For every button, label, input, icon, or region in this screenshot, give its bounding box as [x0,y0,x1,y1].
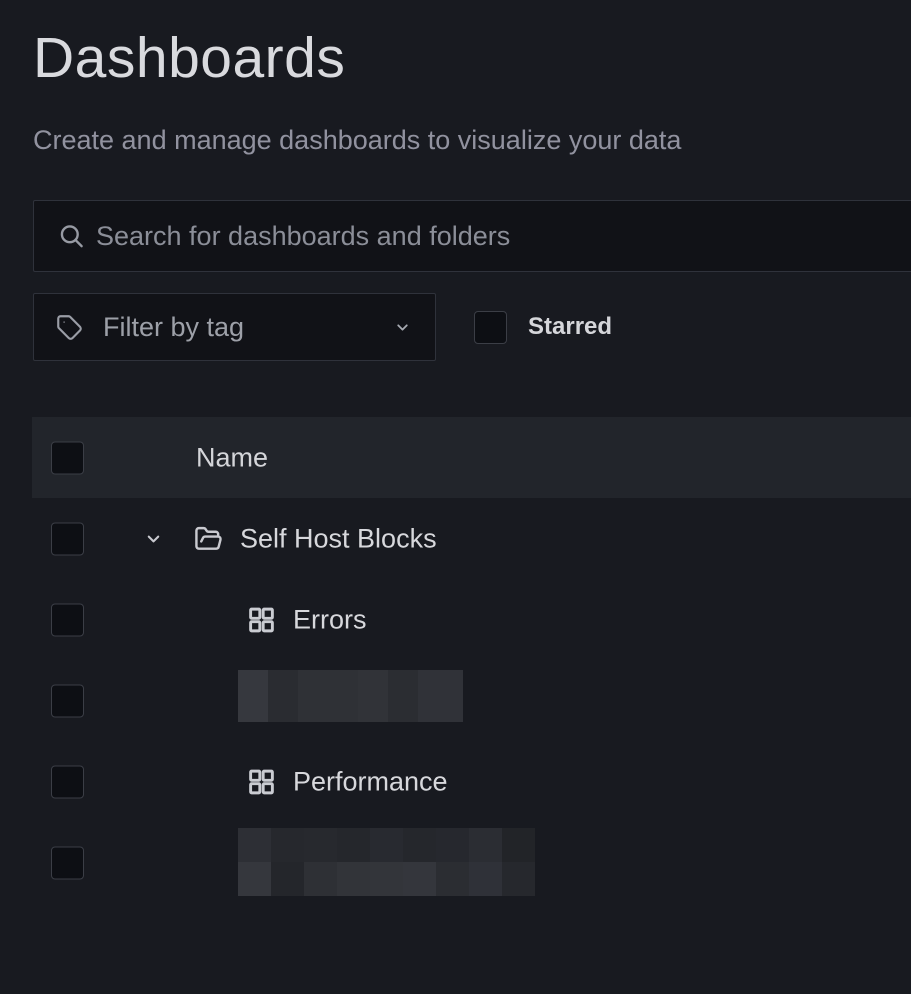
redacted-dashboard-name [238,828,535,896]
select-all-checkbox[interactable] [51,441,84,474]
starred-filter[interactable]: Starred [474,310,613,344]
chevron-down-icon [394,319,411,336]
dashboard-name-link[interactable]: Errors [293,604,367,634]
page-subtitle: Create and manage dashboards to visualiz… [33,125,682,155]
table-row-folder[interactable]: Self Host Blocks [32,498,911,579]
search-box [33,200,911,272]
search-icon [58,223,85,250]
filter-row: Filter by tag Starred [33,293,911,361]
table-row-redacted[interactable] [32,660,911,741]
tag-filter-dropdown[interactable]: Filter by tag [33,293,436,361]
table-row-redacted[interactable] [32,822,911,903]
row-checkbox[interactable] [51,522,84,555]
chevron-down-icon[interactable] [144,529,163,548]
redacted-dashboard-name [238,670,463,722]
search-input[interactable] [34,201,911,271]
row-checkbox[interactable] [51,846,84,879]
folder-open-icon [194,524,223,553]
tag-filter-label: Filter by tag [103,311,245,342]
table-row-dashboard[interactable]: Errors [32,579,911,660]
page-title: Dashboards [33,26,346,90]
folder-name-link[interactable]: Self Host Blocks [240,523,437,553]
table-header-row: Name [32,417,911,498]
dashboard-name-link[interactable]: Performance [293,766,448,796]
dashboards-page: Dashboards Create and manage dashboards … [0,28,911,994]
row-checkbox[interactable] [51,765,84,798]
tag-icon [56,314,83,341]
apps-grid-icon [247,605,276,634]
row-checkbox[interactable] [51,684,84,717]
starred-label: Starred [528,313,613,340]
table-row-dashboard[interactable]: Performance [32,741,911,822]
name-column-header[interactable]: Name [196,442,269,472]
apps-grid-icon [247,767,276,796]
starred-checkbox[interactable] [474,310,507,344]
dashboards-table: Name Self Host Blocks [32,417,911,903]
row-checkbox[interactable] [51,603,84,636]
